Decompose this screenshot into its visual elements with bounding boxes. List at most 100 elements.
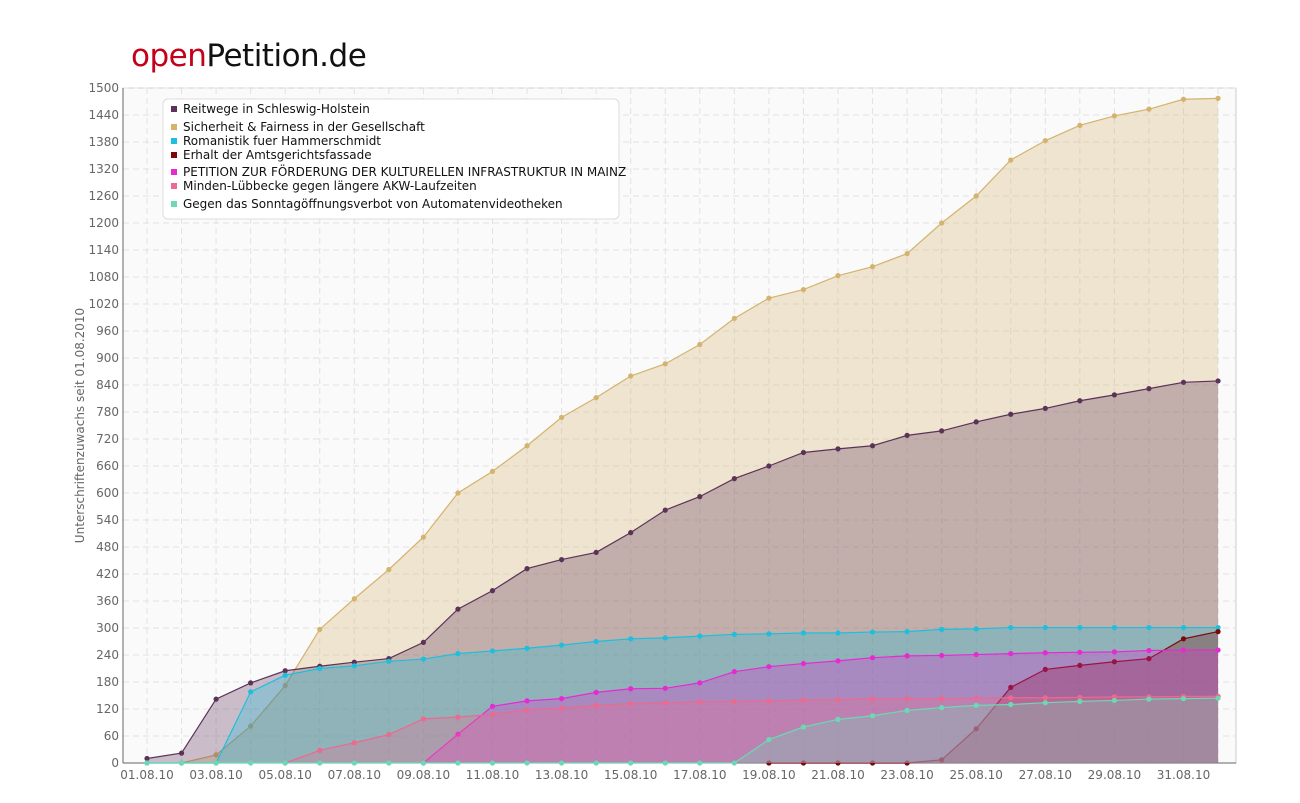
y-tick-label: 840 bbox=[96, 378, 119, 392]
data-point bbox=[800, 697, 807, 703]
data-point bbox=[248, 680, 254, 686]
data-point bbox=[559, 696, 565, 702]
data-point bbox=[1215, 647, 1221, 653]
data-point bbox=[1146, 647, 1152, 654]
data-point bbox=[593, 689, 599, 695]
series-line bbox=[146, 380, 1219, 760]
legend-swatch bbox=[171, 169, 177, 175]
data-point bbox=[1111, 659, 1117, 665]
y-tick-label: 900 bbox=[96, 351, 119, 365]
data-point bbox=[800, 287, 807, 293]
y-axis-label: Unterschriftenzuwachs seit 01.08.2010 bbox=[73, 308, 87, 543]
data-point bbox=[248, 760, 254, 766]
data-point bbox=[628, 760, 634, 766]
data-point bbox=[1111, 624, 1117, 631]
series-line bbox=[423, 649, 1219, 764]
data-point bbox=[1077, 649, 1083, 655]
data-point bbox=[1111, 392, 1117, 398]
y-tick-label: 240 bbox=[96, 648, 119, 662]
data-point bbox=[800, 724, 807, 730]
legend-label: Erhalt der Amtsgerichtsfassade bbox=[183, 148, 372, 162]
data-point bbox=[800, 449, 807, 456]
data-point bbox=[559, 760, 565, 766]
x-tick-label: 21.08.10 bbox=[811, 768, 864, 782]
legend-label: Reitwege in Schleswig-Holstein bbox=[183, 102, 370, 116]
data-point bbox=[731, 760, 737, 766]
series-6 bbox=[144, 695, 1221, 766]
data-point bbox=[317, 760, 323, 766]
data-point bbox=[1077, 694, 1083, 700]
data-point bbox=[869, 443, 876, 449]
data-point bbox=[282, 672, 288, 678]
data-point bbox=[1077, 698, 1083, 704]
data-point bbox=[213, 752, 219, 758]
data-point bbox=[559, 414, 565, 420]
data-point bbox=[662, 361, 668, 367]
data-point bbox=[455, 490, 461, 496]
y-tick-label: 420 bbox=[96, 567, 119, 581]
data-point bbox=[1042, 666, 1048, 673]
x-tick-label: 31.08.10 bbox=[1157, 768, 1210, 782]
data-point bbox=[1180, 96, 1187, 102]
y-tick-label: 600 bbox=[96, 486, 119, 500]
series-2 bbox=[144, 624, 1221, 766]
x-tick-label: 25.08.10 bbox=[949, 768, 1002, 782]
data-point bbox=[662, 700, 668, 706]
data-point bbox=[973, 193, 979, 199]
y-tick-label: 1020 bbox=[88, 297, 119, 311]
data-point bbox=[420, 656, 426, 662]
data-point bbox=[455, 651, 461, 657]
y-tick-label: 1380 bbox=[88, 135, 119, 149]
legend-label: Gegen das Sonntagöffnungsverbot von Auto… bbox=[183, 197, 563, 211]
data-point bbox=[524, 707, 530, 713]
data-point bbox=[144, 760, 150, 766]
data-point bbox=[559, 705, 565, 711]
data-point bbox=[1042, 405, 1048, 411]
data-point bbox=[973, 726, 979, 732]
y-tick-label: 660 bbox=[96, 459, 119, 473]
data-point bbox=[593, 702, 599, 709]
data-point bbox=[1146, 386, 1152, 392]
data-point bbox=[1008, 684, 1014, 691]
data-point bbox=[1077, 398, 1083, 404]
data-point bbox=[800, 630, 807, 636]
data-point bbox=[317, 626, 323, 632]
data-point bbox=[800, 660, 807, 667]
y-tick-label: 360 bbox=[96, 594, 119, 608]
series-area bbox=[285, 696, 1219, 763]
y-tick-label: 0 bbox=[111, 756, 119, 770]
data-point bbox=[317, 747, 323, 754]
data-point bbox=[904, 432, 910, 438]
series-area bbox=[147, 380, 1219, 763]
data-point bbox=[766, 631, 772, 637]
y-tick-label: 1500 bbox=[88, 81, 119, 95]
data-point bbox=[282, 683, 288, 689]
y-tick-label: 540 bbox=[96, 513, 119, 527]
data-point bbox=[282, 760, 288, 766]
y-tick-label: 120 bbox=[96, 702, 119, 716]
data-point bbox=[1008, 157, 1014, 163]
data-point bbox=[213, 760, 219, 766]
data-point bbox=[766, 295, 772, 301]
x-tick-label: 23.08.10 bbox=[880, 768, 933, 782]
data-point bbox=[766, 463, 772, 469]
legend-swatch bbox=[171, 106, 177, 112]
legend-swatch bbox=[171, 138, 177, 144]
data-point bbox=[1008, 624, 1014, 631]
data-point bbox=[869, 655, 876, 661]
data-point bbox=[1215, 695, 1221, 701]
data-point bbox=[662, 507, 668, 513]
data-point bbox=[939, 696, 945, 702]
data-point bbox=[697, 494, 703, 500]
series-1 bbox=[144, 378, 1221, 763]
data-point bbox=[1111, 113, 1117, 119]
data-point bbox=[1008, 411, 1014, 417]
legend-item: Minden-Lübbecke gegen längere AKW-Laufze… bbox=[171, 179, 477, 193]
data-point bbox=[973, 695, 979, 701]
data-point bbox=[524, 760, 530, 766]
data-point bbox=[662, 685, 668, 691]
data-point bbox=[1146, 624, 1152, 631]
data-point bbox=[973, 651, 979, 658]
data-point bbox=[731, 698, 737, 704]
data-point bbox=[1215, 624, 1221, 631]
